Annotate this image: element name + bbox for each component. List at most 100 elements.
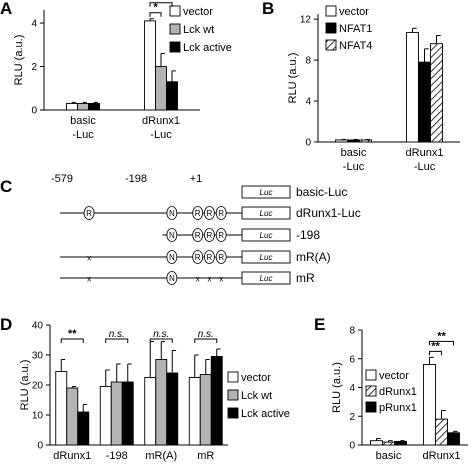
panel-letter-b: B <box>262 0 274 18</box>
legend-label: Lck wt <box>183 24 214 36</box>
binding-site-label: R <box>218 253 224 262</box>
position-label: -198 <box>125 173 147 185</box>
legend-swatch <box>227 407 239 419</box>
significance-label: * <box>153 2 158 14</box>
y-tick-label: 40 <box>32 321 44 332</box>
panel-letter-a: A <box>0 0 12 18</box>
legend-label: NFAT1 <box>339 23 372 35</box>
y-axis-label: RLU (a.u.) <box>19 360 31 411</box>
legend-swatch <box>325 22 337 34</box>
binding-site-oval <box>166 250 178 264</box>
y-tick-label: 12 <box>300 15 312 26</box>
category-label: mR <box>197 450 214 462</box>
y-axis-label: RLU (a.u.) <box>331 362 343 413</box>
bar-vector-0 <box>335 139 348 143</box>
panel-a-chart: 0 2 4 RLU (a.u.) basic -Luc dRunx1 -Luc vector Lc… <box>13 0 232 141</box>
legend-swatch <box>169 5 181 17</box>
binding-site-label: N <box>169 274 175 283</box>
category-label: dRunx1 -Luc <box>142 115 180 141</box>
bar-vector-0 <box>66 103 78 111</box>
category-label: mR(A) <box>145 450 177 462</box>
y-tick-label: 4 <box>349 383 355 394</box>
binding-site-label: R <box>207 253 213 262</box>
significance-label: n.s. <box>153 329 169 340</box>
binding-site-label: R <box>195 253 201 262</box>
legend-swatch <box>325 5 337 17</box>
bar-drunx1-1 <box>435 418 448 446</box>
binding-site-label: R <box>207 231 213 240</box>
y-tick-label: 2 <box>349 412 355 423</box>
binding-site-label: R <box>195 209 201 218</box>
binding-site-oval <box>166 228 178 242</box>
legend-swatch <box>169 23 181 35</box>
position-label: -579 <box>51 173 73 185</box>
y-tick-label: 4 <box>31 19 37 30</box>
position-label: +1 <box>190 173 203 185</box>
legend-swatch <box>227 389 239 401</box>
binding-site-label: R <box>218 209 224 218</box>
bar-vector-0 <box>370 440 383 446</box>
bar-prunx1-0 <box>394 440 407 446</box>
luc-box <box>241 250 291 264</box>
binding-site-label: R <box>195 231 201 240</box>
bar-vector-1 <box>99 386 112 446</box>
bar-prunx1-1 <box>447 432 460 446</box>
panel-b-chart: 0 4 8 12 RLU (a.u.) basic -Luc dRunx1 -Luc vector… <box>287 5 460 173</box>
luc-label: Luc <box>260 274 273 283</box>
bar-lck-active-1 <box>166 81 178 111</box>
binding-site-oval <box>166 271 178 285</box>
bar-lck-active-2 <box>166 372 179 446</box>
binding-site-label: R <box>207 209 213 218</box>
bar-vector-3 <box>188 377 201 446</box>
bar-lck-active-0 <box>88 103 100 111</box>
y-tick-label: 8 <box>349 326 355 337</box>
y-tick-label: 4 <box>305 97 311 108</box>
y-tick-label: 6 <box>349 354 355 365</box>
bar-lck-active-1 <box>121 381 134 446</box>
bar-lck-wt-3 <box>199 374 212 446</box>
luc-label: Luc <box>260 231 273 240</box>
luc-label: Luc <box>260 253 273 262</box>
panel-d-chart: 0 10 20 30 40 RLU (a.u.) dRunx1 -198 mR(A) mR vect… <box>19 321 290 463</box>
binding-site-oval <box>215 228 227 242</box>
y-tick-label: 0 <box>31 106 37 117</box>
legend-label: vector <box>241 372 271 384</box>
y-tick-label: 30 <box>32 351 44 362</box>
construct-name: dRunx1-Luc <box>296 206 361 220</box>
legend-label: NFAT4 <box>339 40 372 52</box>
legend-label: vector <box>339 6 369 18</box>
legend-label: Lck active <box>241 408 290 420</box>
significance-bracket <box>105 338 129 343</box>
binding-site-label: N <box>169 209 175 218</box>
bar-lck-wt-0 <box>77 103 89 111</box>
mutated-site: x <box>87 254 91 263</box>
significance-label: ** <box>437 330 446 342</box>
binding-site-oval <box>192 206 204 220</box>
category-label: basic <box>376 450 402 462</box>
category-label-line: basic <box>341 147 367 159</box>
binding-site-oval <box>215 250 227 264</box>
category-label: dRunx1 -Luc <box>406 147 444 173</box>
significance-label: ** <box>68 328 77 340</box>
significance-bracket <box>194 338 218 343</box>
luc-label: Luc <box>260 209 273 218</box>
panel-e-chart: 0 2 4 6 8 RLU (a.u.) basic dRunx1 vector dRunx1 pR… <box>331 326 468 462</box>
bar-nfat4-0 <box>359 139 372 143</box>
bar-vector-1 <box>144 20 156 111</box>
binding-site-oval <box>192 228 204 242</box>
category-label-line: basic <box>70 115 96 127</box>
mutated-site: x <box>196 275 200 284</box>
binding-site-oval <box>204 206 215 220</box>
binding-site-oval <box>204 250 215 264</box>
legend-label: vector <box>379 370 409 382</box>
y-axis-label: RLU (a.u.) <box>13 35 25 86</box>
legend-label: pRunx1 <box>379 402 417 414</box>
legend-swatch <box>365 385 377 397</box>
binding-site-oval <box>215 206 227 220</box>
legend-swatch <box>169 41 181 53</box>
construct-name: -198 <box>296 228 320 242</box>
construct-name: mR <box>296 271 315 285</box>
luc-box <box>241 271 291 285</box>
binding-site-oval <box>83 206 95 220</box>
